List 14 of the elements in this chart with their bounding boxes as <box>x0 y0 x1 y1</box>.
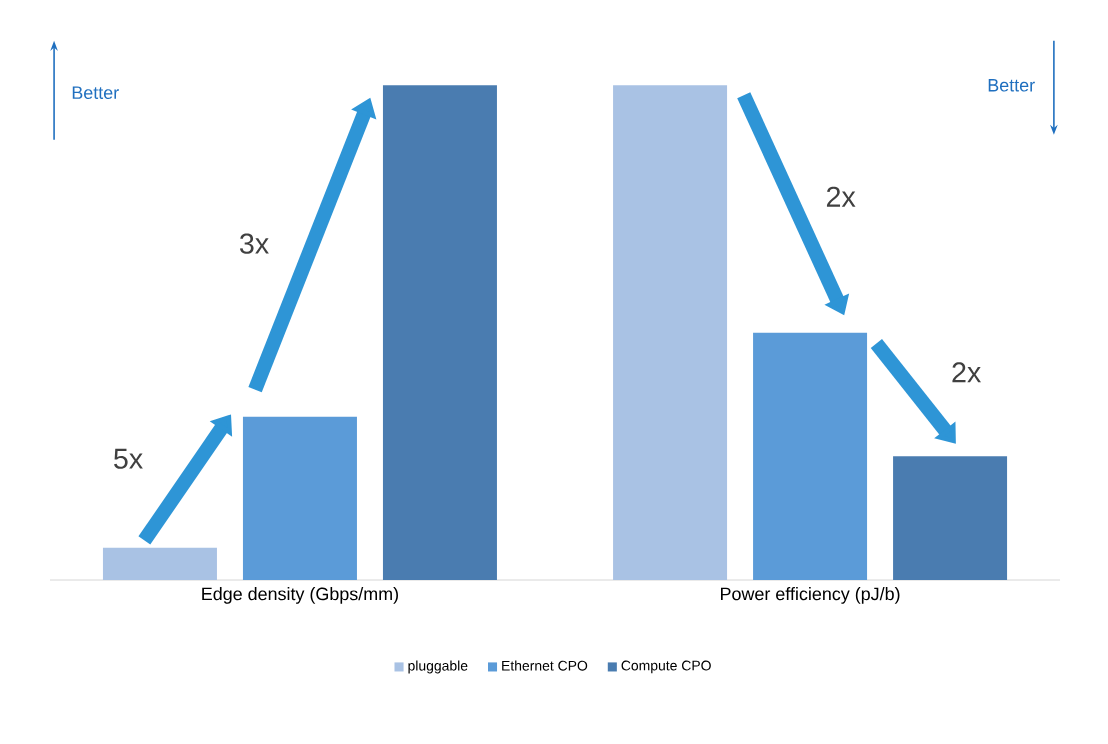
bar <box>242 416 357 580</box>
bar <box>753 332 868 580</box>
annotation: 5x <box>114 448 143 469</box>
x-tick-label: Edge density (Gbps/mm) <box>202 587 398 604</box>
bar <box>102 547 217 580</box>
annotation: 2x <box>952 362 981 383</box>
bar <box>382 85 497 580</box>
annotation: 3x <box>239 233 269 254</box>
annotation: Better <box>72 86 119 100</box>
bar <box>613 85 728 580</box>
x-tick-label: Power efficiency (pJ/b) <box>721 587 900 604</box>
bar <box>893 456 1008 580</box>
annotation: Better <box>988 79 1035 92</box>
annotation: 2x <box>826 186 856 207</box>
